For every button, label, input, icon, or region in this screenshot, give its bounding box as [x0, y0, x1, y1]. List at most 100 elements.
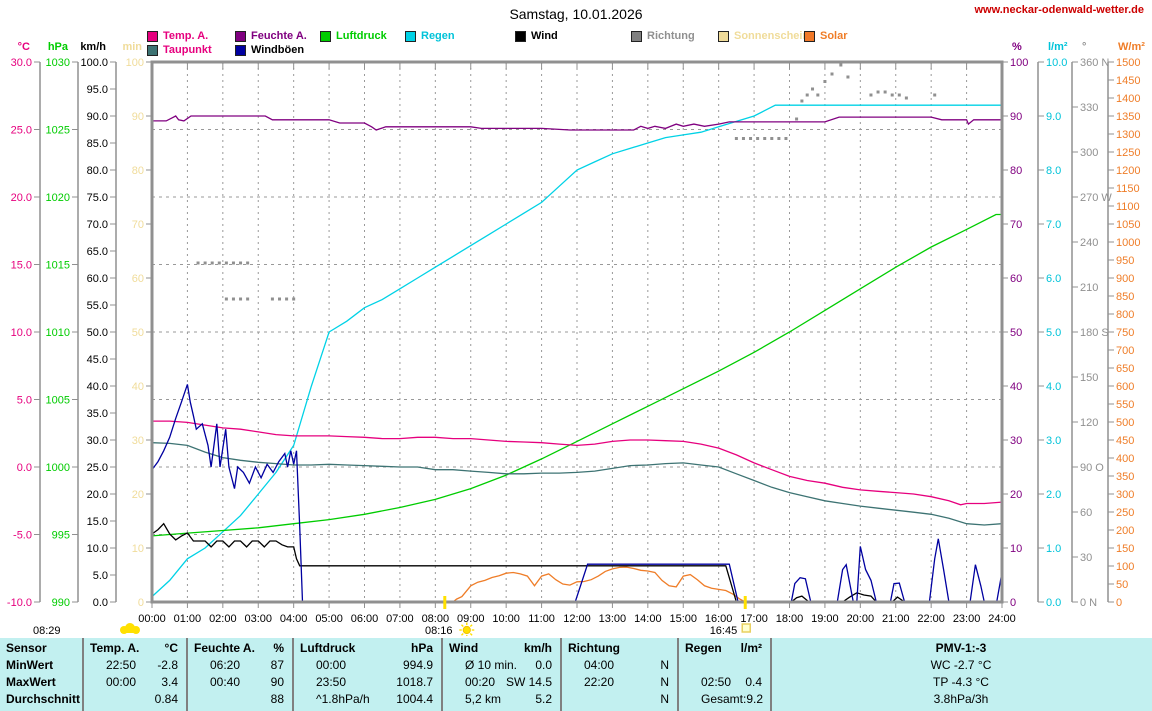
axis-tick-label: 8.0 [1046, 165, 1061, 177]
axis-tick-label: 1010 [46, 327, 70, 339]
x-tick-label: 01:00 [174, 613, 202, 625]
x-tick-label: 06:00 [351, 613, 379, 625]
chart-svg: °C 30.0 25.0 20.0 15.0 10.0 5.0 0.0 -5.0 -10.0 hPa… [7, 41, 1145, 638]
x-tick-label: 24:00 [988, 613, 1016, 625]
axis-tick-label: 0 [1116, 597, 1122, 609]
axis-tick-label: 250 [1116, 507, 1134, 519]
axis-tick-label: 1300 [1116, 129, 1140, 141]
richtung-dot [224, 297, 228, 301]
row-label: MinWert [6, 658, 54, 672]
pmv-header: PMV-1:-3 [935, 641, 987, 655]
axis-tick-label: 10.0 [11, 327, 32, 339]
x-tick-label: 13:00 [599, 613, 627, 625]
x-tick-label: 07:00 [386, 613, 414, 625]
legend-label: Luftdruck [336, 30, 387, 42]
axis-tick-label: 1250 [1116, 147, 1140, 159]
richtung-dot [224, 261, 228, 265]
axis-tick-label: 55.0 [87, 300, 108, 312]
axis-tick-label: 1.0 [1046, 543, 1061, 555]
axis-tick-label: 35.0 [87, 408, 108, 420]
axis-tick-label: 330 [1080, 102, 1098, 114]
axis-tick-label: 10.0 [87, 543, 108, 555]
table-col-regen: Regen l/m² 02:50 0.4 Gesamt: 9.2 [677, 638, 770, 711]
axis-tick-label: 995 [52, 530, 70, 542]
axis-tick-label: 50 [132, 327, 144, 339]
axis-tick-label: 80.0 [87, 165, 108, 177]
table-col-header: Luftdruck hPa [300, 641, 433, 655]
axis-tick-label: 1005 [46, 395, 70, 407]
row-label: Durchschnitt [6, 692, 81, 706]
legend-swatch [235, 44, 246, 56]
axis-tick-label: 20 [132, 489, 144, 501]
axis-tick-label: 0 N [1080, 597, 1097, 609]
axis-tick-label: 70 [1010, 219, 1022, 231]
axis-tick-label: 350 [1116, 471, 1134, 483]
series-solar-line [452, 566, 746, 603]
axis-tick-label: 400 [1116, 453, 1134, 465]
row-label: Sensor [6, 641, 47, 655]
x-tick-label: 22:00 [917, 613, 945, 625]
axis-tick-label: 200 [1116, 525, 1134, 537]
axis-unit-lm2: l/m² [1048, 41, 1068, 53]
axis-tick-label: 40 [1010, 381, 1022, 393]
series-feuchte-line [152, 115, 1002, 131]
axis-tick-label: 7.0 [1046, 219, 1061, 231]
table-col-wind: Wind km/h Ø 10 min. 0.0 00:20 SW 14.5 5,2 km 5.… [441, 638, 560, 711]
richtung-dot [933, 93, 937, 97]
x-tick-label: 11:00 [528, 613, 555, 625]
axis-tick-label: 9.0 [1046, 111, 1061, 123]
legend-swatch [235, 30, 246, 42]
table-value-row: 00:00 994.9 [316, 658, 433, 672]
legend-label: Richtung [647, 30, 695, 42]
richtung-dot [210, 261, 214, 265]
axis-tick-label: 20.0 [11, 192, 32, 204]
axis-tick-label: 1030 [46, 57, 70, 69]
axis-tick-label: 950 [1116, 255, 1134, 267]
series-regen-line [151, 104, 1002, 598]
axis-tick-label: 40.0 [87, 381, 108, 393]
x-tick-label: 09:00 [457, 613, 485, 625]
table-col-pmv: PMV-1:-3 WC -2.7 °C TP -4.3 °C 3.8hPa/3h [770, 638, 1152, 711]
axis-unit-wm2: W/m² [1118, 41, 1145, 53]
richtung-dot [897, 93, 901, 97]
table-value-row: 02:50 0.4 [701, 675, 762, 689]
axis-tick-label: 2.0 [1046, 489, 1061, 501]
richtung-dot [805, 93, 809, 97]
axis-unit-min: min [122, 41, 142, 53]
table-value-row: ^1.8hPa/h 1004.4 [316, 692, 433, 706]
x-tick-label: 14:00 [634, 613, 662, 625]
x-tick-label: 02:00 [209, 613, 237, 625]
axis-tick-label: 60.0 [87, 273, 108, 285]
axis-tick-label: 600 [1116, 381, 1134, 393]
pmv-value-row: TP -4.3 °C [933, 675, 989, 689]
axis-tick-label: 1400 [1116, 93, 1140, 105]
axis-tick-label: 30.0 [87, 435, 108, 447]
moon-time: 08:29 [33, 625, 61, 636]
axis-tick-label: 85.0 [87, 138, 108, 150]
richtung-dot [749, 137, 753, 140]
richtung-dot [203, 261, 207, 265]
richtung-dot [231, 261, 235, 265]
axis-tick-label: 15.0 [87, 516, 108, 528]
table-value-row: 88 [270, 692, 284, 706]
legend-swatch [405, 30, 416, 42]
richtung-dot [839, 63, 843, 67]
axis-tick-label: 6.0 [1046, 273, 1061, 285]
legend-swatch [320, 30, 331, 42]
axis-tick-label: 0.0 [1046, 597, 1061, 609]
richtung-dot [278, 297, 281, 301]
axis-tick-label: 20.0 [87, 489, 108, 501]
website-link[interactable]: www.neckar-odenwald-wetter.de [974, 4, 1144, 16]
axis-tick-label: 750 [1116, 327, 1134, 339]
table-value-row: 04:00 N [584, 658, 669, 672]
table-col-feuchte-a-: Feuchte A.% 06:20 87 00:40 90 88 [186, 638, 292, 711]
axis-tick-label: 60 [132, 273, 144, 285]
axis-tick-label: 180 S [1080, 327, 1109, 339]
legend-item-solar: Solar [804, 30, 848, 42]
axis-tick-label: 10 [1010, 543, 1022, 555]
legend-item-windb-en: Windböen [235, 44, 304, 56]
axis-tick-label: 25.0 [11, 125, 32, 137]
richtung-dot [239, 261, 243, 265]
axis-tick-label: 40 [132, 381, 144, 393]
